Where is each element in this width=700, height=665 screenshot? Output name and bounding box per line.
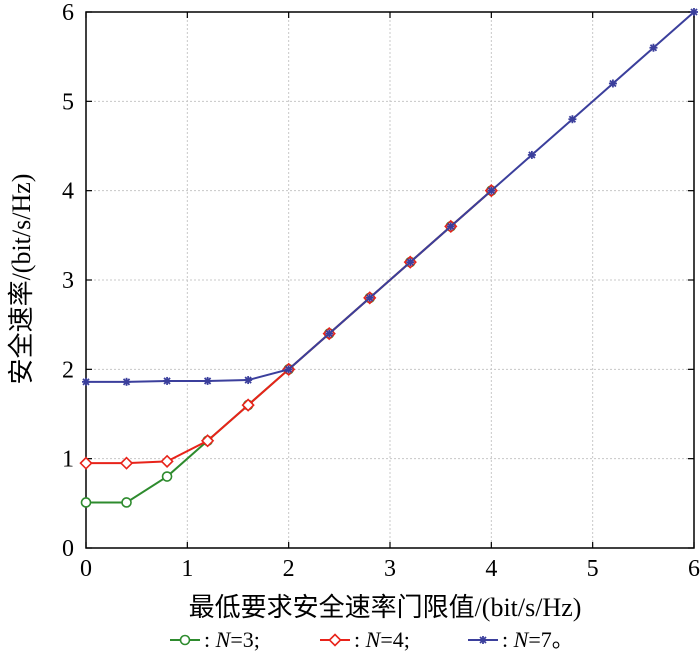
legend-item: : N=7。 (468, 627, 574, 652)
legend-label: : N=4; (354, 627, 410, 652)
series-line (86, 11, 695, 383)
series-line (86, 189, 492, 465)
data-point (80, 497, 92, 508)
data-point (200, 434, 215, 448)
legend: : N=3; : N=4; : N=7。 (170, 627, 574, 652)
data-point (406, 258, 415, 267)
legend-label: : N=3; (204, 627, 260, 652)
data-point (241, 398, 255, 412)
data-point (122, 377, 131, 386)
data-point (284, 365, 293, 374)
x-tick-label: 3 (384, 556, 396, 582)
legend-label: : N=7。 (502, 627, 574, 652)
data-point (446, 222, 455, 231)
data-point (244, 376, 253, 385)
data-point (82, 377, 90, 386)
x-axis-label: 最低要求安全速率门限值/(bit/s/Hz) (189, 593, 582, 622)
y-tick-label: 5 (62, 89, 74, 115)
data-point (365, 293, 374, 302)
data-point (160, 454, 174, 468)
series-lines (79, 8, 698, 508)
y-tick-label: 0 (62, 536, 74, 562)
y-tick-label: 4 (62, 179, 74, 205)
data-point (568, 115, 577, 124)
data-point (325, 329, 334, 338)
data-point (121, 497, 132, 508)
series-1 (79, 184, 498, 470)
axis-ticks: 0 1 2 3 4 5 6 0 1 2 3 4 5 6 (62, 0, 700, 582)
legend-item: : N=4; (320, 627, 410, 652)
x-tick-label: 2 (283, 556, 295, 582)
x-tick-label: 5 (587, 556, 599, 582)
y-tick-label: 3 (62, 268, 74, 294)
data-point (487, 186, 496, 195)
legend-item: : N=3; (170, 627, 260, 652)
data-point (161, 471, 173, 482)
x-tick-label: 0 (80, 556, 92, 582)
data-point (527, 150, 536, 159)
series-2 (82, 8, 698, 386)
legend-swatch-marker (179, 634, 191, 646)
data-point (649, 43, 658, 52)
data-point (203, 376, 212, 385)
y-tick-label: 2 (62, 357, 74, 383)
x-tick-label: 6 (688, 556, 700, 582)
data-point (163, 376, 172, 385)
y-tick-label: 1 (62, 447, 74, 473)
data-point (608, 79, 617, 88)
data-point (79, 456, 93, 470)
y-tick-label: 6 (62, 0, 74, 26)
y-axis-label: 安全速率/(bit/s/Hz) (7, 174, 36, 385)
legend-swatch-marker (328, 633, 342, 647)
x-tick-label: 4 (485, 556, 497, 582)
data-point (690, 8, 698, 16)
data-point (119, 456, 134, 470)
x-tick-label: 1 (181, 556, 193, 582)
legend-swatch-marker (479, 636, 487, 644)
